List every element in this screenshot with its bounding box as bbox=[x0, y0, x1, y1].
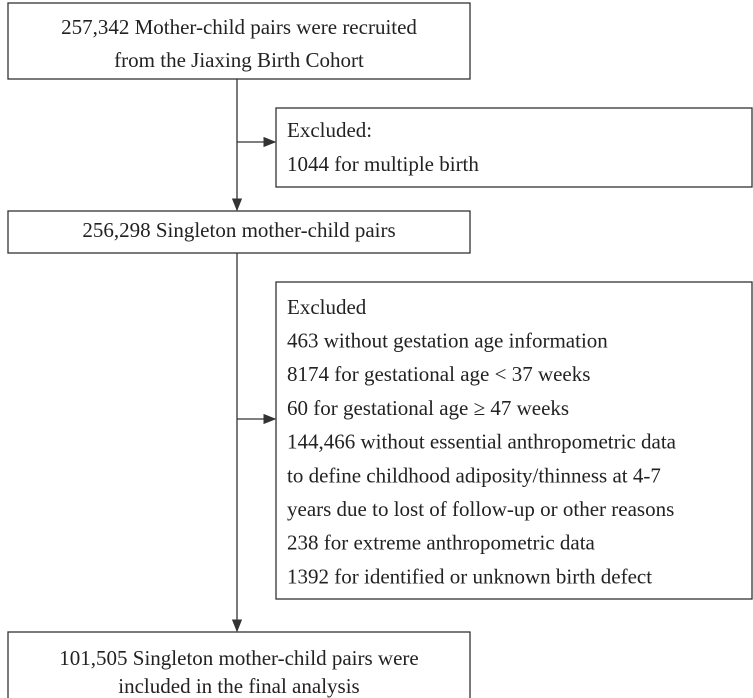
node-text: years due to lost of follow-up or other … bbox=[287, 497, 674, 521]
node-text: 256,298 Singleton mother-child pairs bbox=[82, 218, 395, 242]
node-text: Excluded bbox=[287, 295, 367, 319]
node-text: 8174 for gestational age < 37 weeks bbox=[287, 362, 590, 386]
box bbox=[7, 631, 471, 698]
node-text: to define childhood adiposity/thinness a… bbox=[287, 463, 661, 487]
box bbox=[275, 281, 753, 600]
box bbox=[275, 107, 753, 188]
node-text: 463 without gestation age information bbox=[287, 329, 608, 353]
node-text: from the Jiaxing Birth Cohort bbox=[114, 48, 364, 72]
node-text: included in the final analysis bbox=[118, 674, 359, 698]
node-text: 1044 for multiple birth bbox=[287, 152, 479, 176]
box bbox=[7, 210, 471, 254]
node-text: 257,342 Mother-child pairs were recruite… bbox=[61, 15, 417, 39]
node-text: 238 for extreme anthropometric data bbox=[287, 531, 596, 555]
node-text: 144,466 without essential anthropometric… bbox=[287, 430, 677, 454]
node-text: Excluded: bbox=[287, 118, 372, 142]
box bbox=[7, 2, 471, 80]
node-text: 101,505 Singleton mother-child pairs wer… bbox=[59, 646, 418, 670]
node-text: 1392 for identified or unknown birth def… bbox=[287, 564, 652, 588]
node-text: 60 for gestational age ≥ 47 weeks bbox=[287, 396, 569, 420]
